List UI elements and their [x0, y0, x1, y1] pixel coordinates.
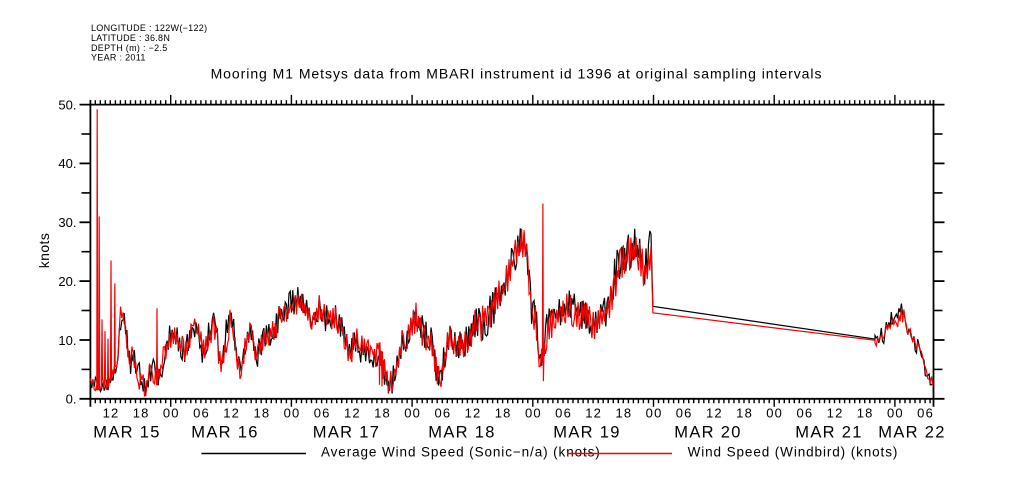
svg-text:MAR 16: MAR 16 [191, 424, 258, 442]
svg-text:06: 06 [314, 406, 331, 421]
svg-text:18: 18 [736, 406, 753, 421]
svg-text:MAR 17: MAR 17 [313, 424, 380, 442]
svg-text:06: 06 [434, 406, 451, 421]
svg-text:10.: 10. [58, 333, 76, 348]
svg-text:18: 18 [133, 406, 150, 421]
svg-text:00: 00 [525, 406, 542, 421]
svg-text:00: 00 [284, 406, 301, 421]
svg-text:YEAR : 2011: YEAR : 2011 [91, 53, 146, 63]
svg-text:18: 18 [253, 406, 270, 421]
svg-text:06: 06 [917, 406, 934, 421]
svg-text:06: 06 [676, 406, 693, 421]
svg-text:MAR 22: MAR 22 [878, 424, 945, 442]
svg-text:00: 00 [887, 406, 904, 421]
svg-text:12: 12 [103, 406, 120, 421]
svg-text:12: 12 [585, 406, 602, 421]
svg-text:06: 06 [555, 406, 572, 421]
svg-text:50.: 50. [58, 97, 76, 112]
svg-text:MAR 15: MAR 15 [93, 424, 160, 442]
svg-text:12: 12 [223, 406, 240, 421]
svg-text:12: 12 [465, 406, 482, 421]
svg-text:Average Wind Speed (Sonic−n/a): Average Wind Speed (Sonic−n/a) (knots) [321, 444, 601, 459]
svg-text:40.: 40. [58, 156, 76, 171]
svg-text:20.: 20. [58, 274, 76, 289]
svg-text:knots: knots [36, 233, 52, 268]
svg-text:00: 00 [404, 406, 421, 421]
svg-text:12: 12 [344, 406, 361, 421]
svg-text:DEPTH (m) : −2.5: DEPTH (m) : −2.5 [91, 43, 168, 53]
svg-text:MAR 18: MAR 18 [428, 424, 495, 442]
svg-text:LATITUDE : 36.8N: LATITUDE : 36.8N [91, 33, 170, 43]
svg-text:00: 00 [646, 406, 663, 421]
svg-text:MAR 19: MAR 19 [553, 424, 620, 442]
svg-text:30.: 30. [58, 215, 76, 230]
svg-text:Wind Speed (Windbird) (knots): Wind Speed (Windbird) (knots) [688, 444, 899, 459]
svg-text:18: 18 [857, 406, 874, 421]
svg-text:12: 12 [827, 406, 844, 421]
svg-text:MAR 21: MAR 21 [795, 424, 862, 442]
svg-text:Mooring M1 Metsys data from MB: Mooring M1 Metsys data from MBARI instru… [211, 66, 823, 82]
svg-text:12: 12 [706, 406, 723, 421]
svg-text:06: 06 [193, 406, 210, 421]
svg-text:18: 18 [615, 406, 632, 421]
svg-text:LONGITUDE : 122W(−122): LONGITUDE : 122W(−122) [91, 23, 207, 33]
svg-text:00: 00 [766, 406, 783, 421]
svg-text:MAR 20: MAR 20 [674, 424, 741, 442]
svg-text:0.: 0. [66, 392, 77, 407]
svg-text:06: 06 [796, 406, 813, 421]
svg-text:18: 18 [495, 406, 512, 421]
svg-text:00: 00 [163, 406, 180, 421]
svg-text:18: 18 [374, 406, 391, 421]
